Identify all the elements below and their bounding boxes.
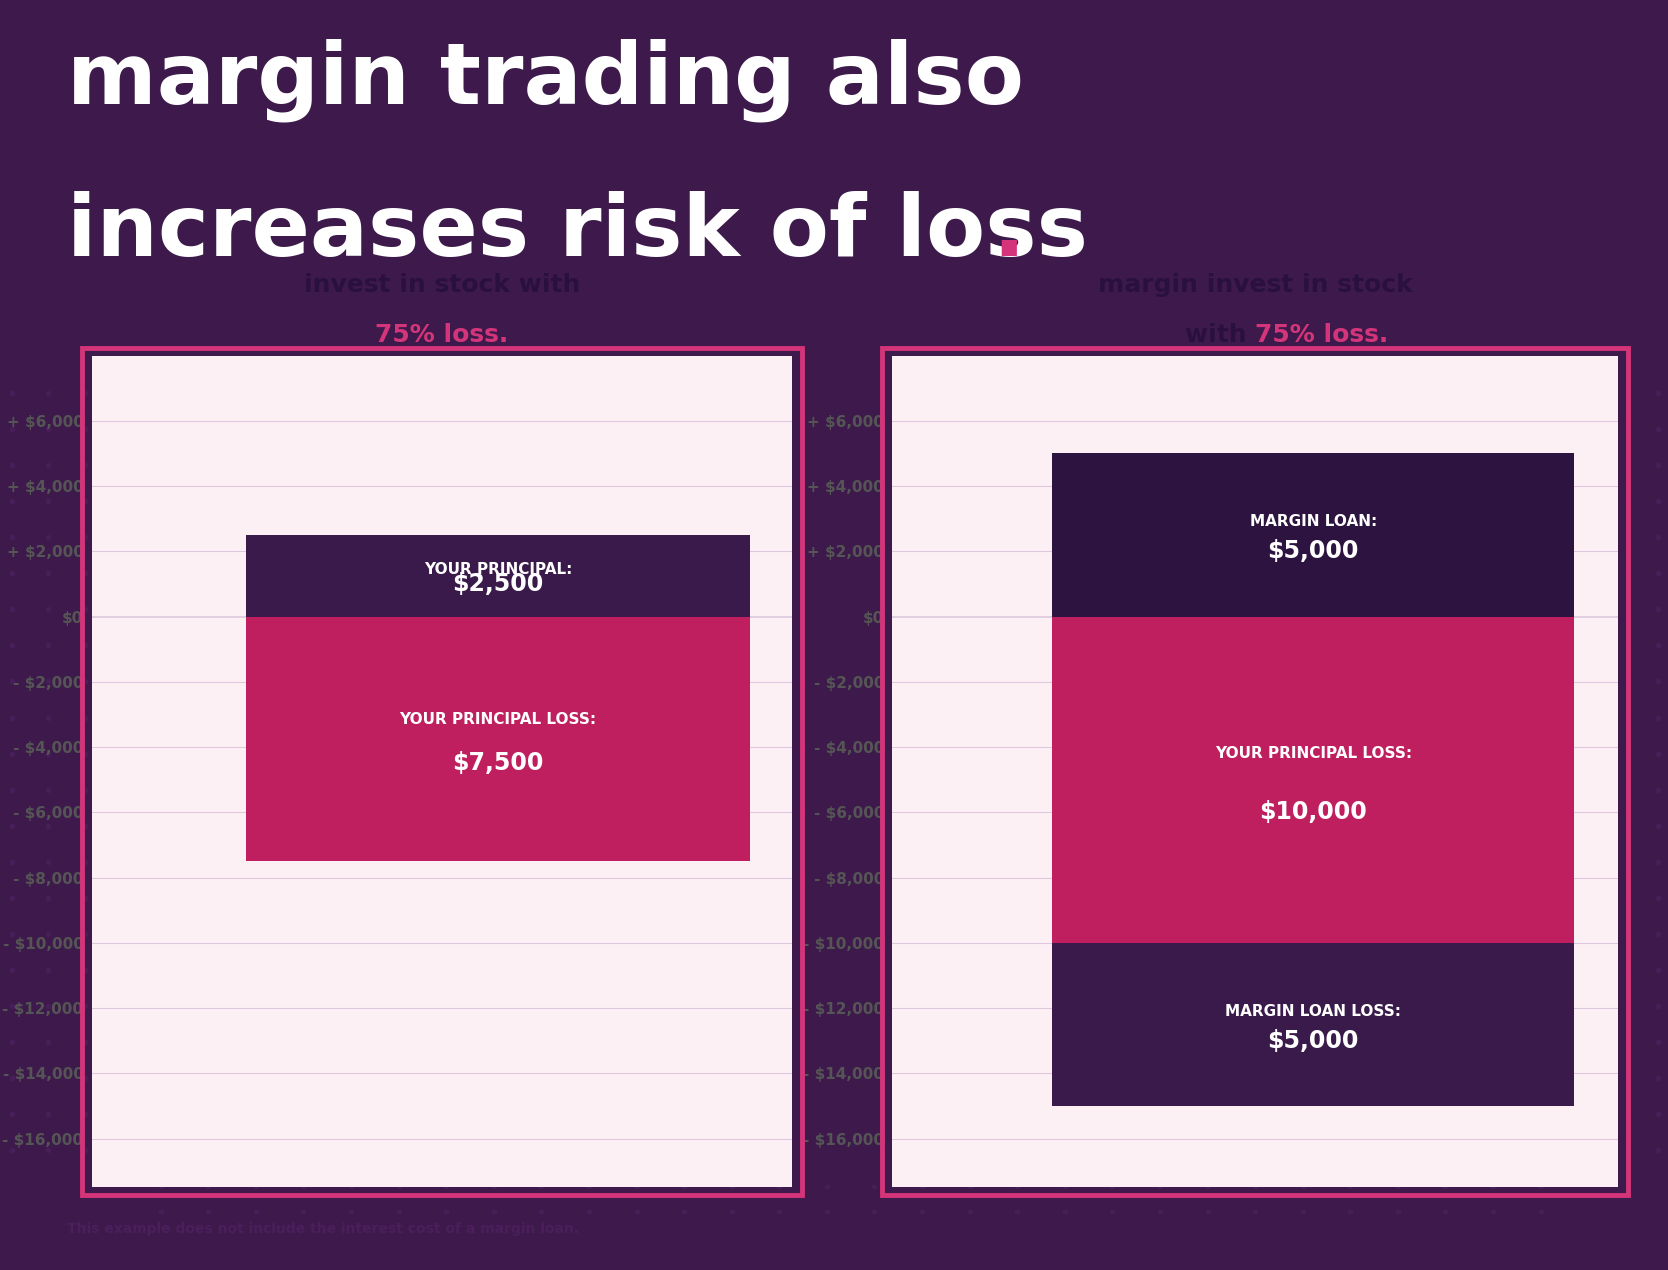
Text: .: .: [992, 190, 1026, 274]
Text: increases risk of loss: increases risk of loss: [67, 190, 1088, 274]
Text: MARGIN LOAN LOSS:: MARGIN LOAN LOSS:: [1226, 1003, 1401, 1019]
Text: with: with: [1184, 324, 1254, 347]
Bar: [1053, 942, 1575, 1106]
Text: YOUR PRINCIPAL:: YOUR PRINCIPAL:: [424, 561, 572, 577]
Text: $5,000: $5,000: [1268, 1029, 1359, 1053]
Text: $5,000: $5,000: [1268, 540, 1359, 564]
Text: 75% loss.: 75% loss.: [1254, 324, 1388, 347]
Bar: [245, 616, 751, 861]
Text: invest in stock with: invest in stock with: [304, 273, 580, 297]
Text: YOUR PRINCIPAL LOSS:: YOUR PRINCIPAL LOSS:: [1214, 745, 1411, 761]
Text: margin trading also: margin trading also: [67, 38, 1024, 122]
Text: This example does not include the interest cost of a margin loan.: This example does not include the intere…: [67, 1222, 579, 1236]
Text: 75% loss.: 75% loss.: [375, 324, 509, 347]
Text: $10,000: $10,000: [1259, 800, 1368, 824]
Text: MARGIN LOAN:: MARGIN LOAN:: [1249, 514, 1376, 530]
Text: $2,500: $2,500: [452, 572, 544, 596]
Bar: [1053, 453, 1575, 616]
Text: margin invest in stock: margin invest in stock: [1098, 273, 1413, 297]
Bar: [245, 535, 751, 616]
Bar: [1053, 616, 1575, 942]
Text: $7,500: $7,500: [452, 752, 544, 776]
Text: YOUR PRINCIPAL LOSS:: YOUR PRINCIPAL LOSS:: [400, 711, 597, 726]
